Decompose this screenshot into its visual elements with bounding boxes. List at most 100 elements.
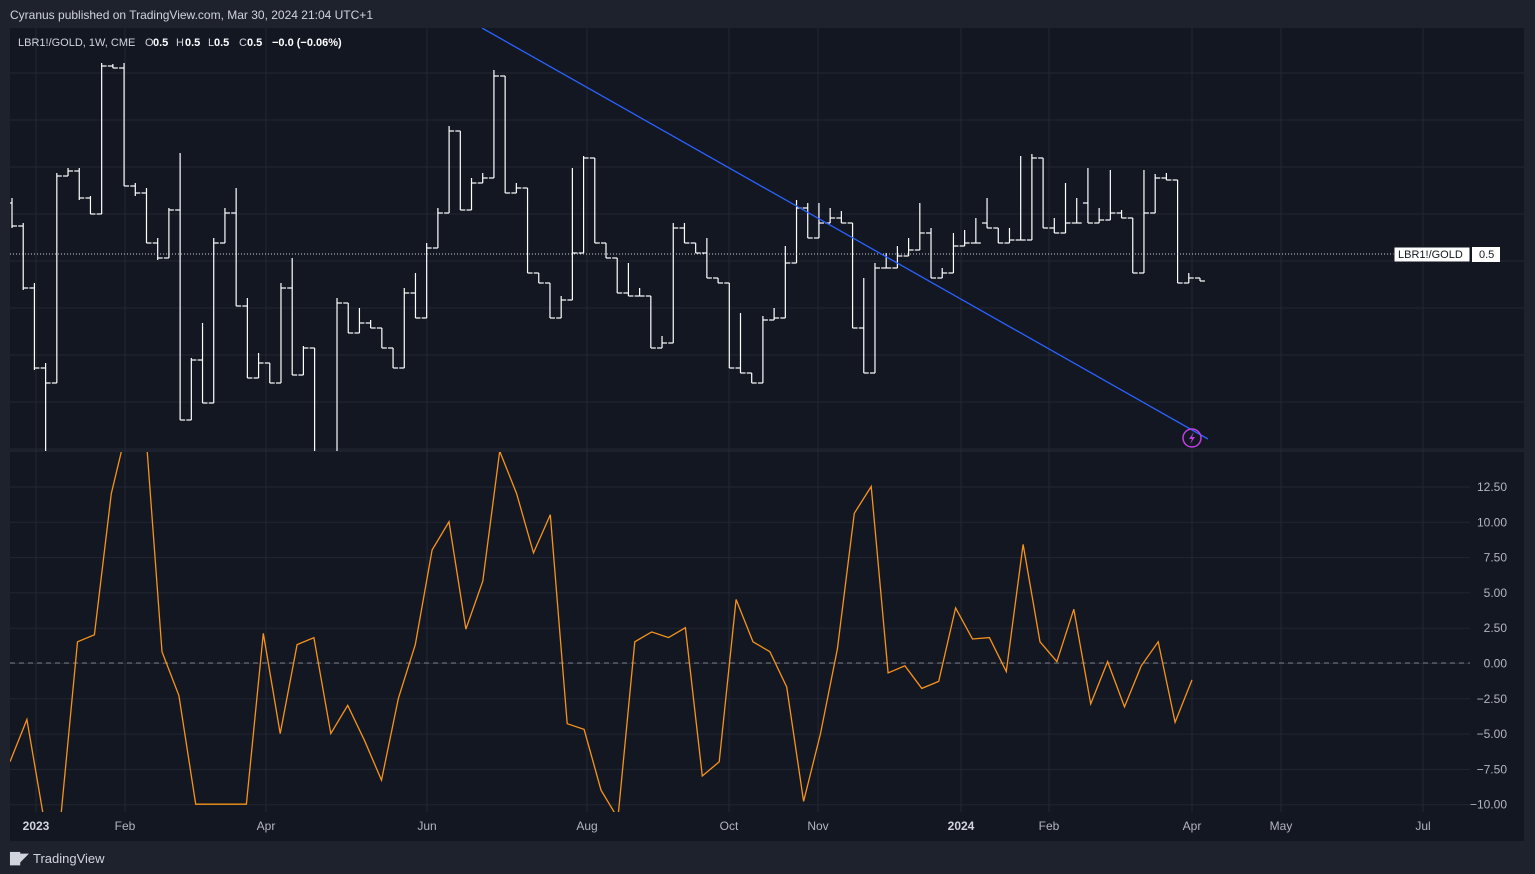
ohlc-bar [802, 203, 813, 239]
ohlc-bar [466, 178, 477, 211]
ohlc-bar [634, 288, 645, 297]
legend-low-value: 0.5 [214, 37, 229, 49]
ohlc-bar [589, 157, 600, 244]
ohlc-bar [926, 228, 937, 279]
ohlc-bar [724, 282, 735, 369]
ohlc-bar [522, 187, 533, 274]
ohlc-bar [343, 302, 354, 334]
ohlc-bar [74, 168, 85, 200]
ohlc-bar [937, 268, 948, 279]
lightning-bolt-icon[interactable] [1182, 428, 1202, 448]
y-tick-label: −2.50 [1477, 692, 1508, 706]
ohlc-bar [578, 156, 589, 254]
ohlc-bar [544, 282, 555, 319]
ohlc-bar [847, 222, 858, 329]
ohlc-bar [421, 243, 432, 319]
ohlc-bar [1183, 273, 1194, 284]
ohlc-bar [993, 227, 1004, 244]
ohlc-bar [1105, 170, 1116, 221]
chart-background [10, 28, 1524, 841]
ohlc-bar [679, 223, 690, 244]
ohlc-bar [1127, 217, 1138, 274]
x-tick-label: May [1270, 819, 1293, 833]
ohlc-bar [1015, 156, 1026, 241]
ohlc-bar [735, 313, 746, 374]
ohlc-bar [881, 253, 892, 269]
oscillator-pane[interactable] [10, 423, 1470, 818]
ohlc-bar [690, 242, 701, 254]
ohlc-bar [432, 208, 443, 249]
ohlc-bar [668, 223, 679, 344]
legend-low-label: L [208, 37, 214, 49]
tradingview-logo[interactable]: ▇◤ TradingView [10, 850, 105, 866]
chart-canvas[interactable]: 12.50 10.00 7.50 5.00 2.50 0.00 −2.50 −5.00 −7.5… [0, 0, 1535, 841]
ohlc-bar [242, 298, 253, 379]
ohlc-bar [623, 263, 634, 297]
ohlc-bar [309, 347, 316, 451]
ohlc-bar [10, 198, 17, 228]
ohlc-bar [713, 277, 724, 284]
ohlc-bar [959, 230, 970, 247]
ohlc-bar [51, 173, 62, 384]
ohlc-bar [231, 188, 242, 307]
ohlc-bar [455, 130, 466, 211]
ohlc-bar [1138, 170, 1149, 274]
price-pane[interactable] [7, 28, 1394, 473]
ohlc-bar [264, 362, 275, 384]
ohlc-bar [399, 288, 410, 369]
ohlc-bar [746, 372, 757, 384]
y-tick-label: −7.50 [1477, 762, 1508, 776]
y-tick-label: −5.00 [1477, 727, 1508, 741]
ohlc-bar [1116, 210, 1127, 219]
legend-symbol: LBR1!/GOLD, 1W, CME [18, 37, 135, 49]
ohlc-bar [1060, 183, 1071, 234]
x-tick-label: Jun [417, 819, 436, 833]
ohlc-bar [948, 233, 959, 274]
ohlc-bar [1004, 228, 1015, 244]
footer-bar: ▇◤ TradingView [0, 841, 1535, 874]
ohlc-bar [152, 238, 163, 260]
ohlc-bar [701, 238, 712, 279]
x-tick-label: Nov [807, 819, 828, 833]
tradingview-logo-icon: ▇◤ [10, 850, 29, 865]
legend-high-label: H [176, 37, 184, 49]
ohlc-bar [175, 153, 186, 421]
ohlc-bar [511, 183, 522, 194]
alert-marker[interactable] [1182, 428, 1202, 448]
ohlc-bar [85, 196, 96, 215]
ohlc-bar [488, 70, 499, 179]
ohlc-bar [298, 346, 309, 376]
ohlc-bar [813, 203, 824, 239]
ohlc-bar [567, 168, 578, 301]
publisher-bar: Cyranus published on TradingView.com, Ma… [0, 0, 1535, 28]
lightning-bolt-glyph [1189, 432, 1195, 444]
ohlc-bar [208, 238, 219, 404]
ohlc-bar [29, 283, 40, 370]
ohlc-bar [119, 63, 130, 187]
legend-close-label: C [239, 37, 247, 49]
ohlc-bar [612, 257, 623, 294]
ohlc-bar [186, 358, 197, 421]
ohlc-bar [1026, 154, 1037, 241]
ohlc-bar [780, 246, 791, 319]
ohlc-bar [388, 347, 399, 369]
ohlc-bar [858, 278, 869, 374]
ohlc-bar [533, 272, 544, 284]
ohlc-bar [275, 283, 286, 384]
oscillator-line [10, 452, 1193, 812]
ohlc-bar [253, 353, 264, 379]
grid-lines [10, 28, 1524, 812]
ohlc-bar [1161, 173, 1172, 181]
x-tick-label: Apr [1183, 819, 1202, 833]
legend: LBR1!/GOLD, 1W, CME O 0.5 H 0.5 L 0.5 C … [18, 37, 342, 49]
ohlc-bar [1150, 174, 1161, 214]
ohlc-bar [769, 308, 780, 321]
ohlc-bar [219, 208, 230, 244]
ohlc-bar [163, 208, 174, 259]
legend-high-value: 0.5 [185, 37, 200, 49]
trendline[interactable] [481, 28, 1209, 440]
ohlc-bar [869, 263, 880, 374]
y-tick-label: −10.00 [1470, 798, 1507, 812]
x-tick-label: 2024 [948, 819, 975, 833]
price-tag-label: LBR1!/GOLD [1398, 249, 1463, 261]
